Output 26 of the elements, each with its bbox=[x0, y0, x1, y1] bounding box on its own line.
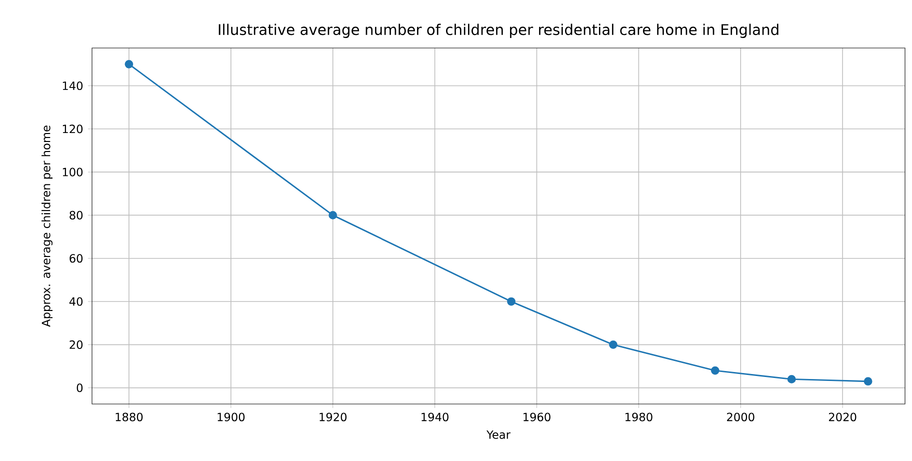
x-axis-title: Year bbox=[486, 430, 511, 439]
point bbox=[787, 374, 796, 384]
y-tick-label: 140 bbox=[62, 81, 83, 90]
y-tick-label: 40 bbox=[69, 297, 83, 306]
y-tick-label: 0 bbox=[76, 384, 83, 392]
y-tick-label: 20 bbox=[70, 340, 83, 349]
y-axis-title: Approx. average children per home bbox=[42, 126, 53, 327]
point bbox=[507, 297, 516, 306]
x-tick-label: 1980 bbox=[626, 412, 652, 422]
y-tick-label: 80 bbox=[70, 210, 83, 220]
x-tick-label: 2020 bbox=[828, 412, 856, 422]
x-tick-label: 1920 bbox=[320, 412, 347, 422]
point bbox=[328, 211, 338, 220]
x-tick-label: 1880 bbox=[116, 412, 143, 422]
chart-title: Illustrative average number of children per residential care home in England bbox=[218, 24, 778, 38]
point bbox=[124, 60, 134, 68]
x-tick-label: 1960 bbox=[524, 412, 550, 422]
x-tick-label: 1940 bbox=[422, 412, 448, 422]
point bbox=[864, 377, 872, 386]
y-tick-label: 60 bbox=[70, 254, 83, 263]
x-tick-label: 1900 bbox=[218, 412, 245, 422]
y-tick-label: 120 bbox=[62, 124, 83, 134]
point bbox=[710, 366, 720, 375]
y-tick-label: 100 bbox=[62, 168, 83, 176]
point bbox=[608, 340, 618, 349]
x-tick-label: 2000 bbox=[727, 412, 754, 422]
